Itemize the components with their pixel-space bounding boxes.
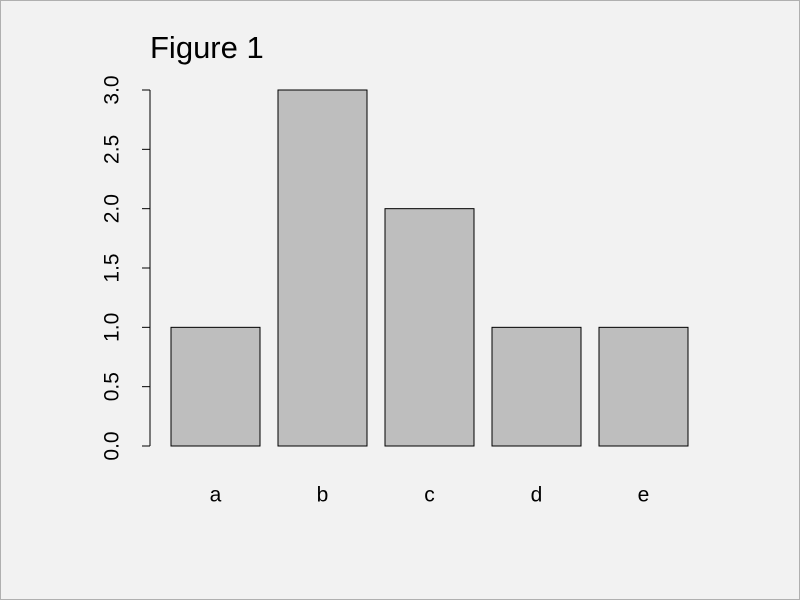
bar [491, 326, 582, 447]
y-tick-label: 0.5 [101, 372, 124, 401]
y-tick-label: 1.5 [101, 253, 124, 282]
x-tick-label: a [210, 484, 222, 507]
y-tick-label: 1.0 [101, 313, 124, 342]
y-tick-label: 3.0 [101, 75, 124, 104]
y-tick-label: 2.5 [101, 135, 124, 164]
x-tick-label: b [317, 484, 329, 507]
chart-title: Figure 1 [150, 30, 264, 65]
x-tick-label: e [638, 484, 650, 507]
y-tick-label: 0.0 [101, 431, 124, 460]
bar [277, 89, 368, 447]
bar [384, 208, 475, 447]
bar [598, 326, 689, 447]
y-tick-label: 2.0 [101, 194, 124, 223]
x-tick-label: c [424, 484, 435, 507]
x-tick-label: d [531, 484, 543, 507]
bar [170, 326, 261, 447]
